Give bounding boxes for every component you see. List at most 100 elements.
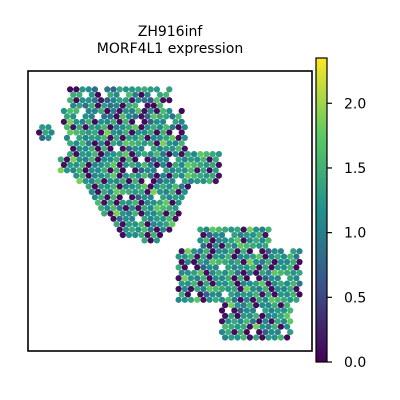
expression-spot	[228, 323, 235, 330]
expression-spot	[231, 329, 238, 336]
expression-spot	[184, 291, 191, 298]
expression-spot	[194, 285, 201, 293]
expression-spot	[141, 129, 148, 136]
expression-spot	[166, 172, 173, 179]
expression-spot	[225, 285, 232, 293]
expression-spot	[60, 107, 67, 115]
expression-spot	[70, 167, 77, 174]
expression-spot	[166, 86, 173, 93]
expression-spot	[290, 248, 297, 255]
expression-spot	[156, 199, 164, 206]
expression-spot	[132, 199, 139, 206]
expression-spot	[98, 151, 105, 158]
expression-spot	[138, 167, 145, 174]
expression-spot	[85, 129, 92, 136]
expression-spot	[147, 237, 154, 244]
expression-spot	[268, 285, 275, 293]
expression-spot	[132, 221, 139, 228]
expression-spot	[256, 275, 263, 282]
expression-spot	[132, 113, 139, 120]
expression-spot	[262, 242, 269, 249]
colorbar-tick-label: 1.0	[344, 226, 366, 242]
expression-spot	[91, 161, 98, 168]
expression-spot	[280, 253, 288, 260]
expression-spot	[203, 269, 210, 276]
expression-spot	[166, 97, 173, 104]
expression-spot	[265, 237, 272, 244]
expression-spot	[150, 199, 157, 206]
expression-spot	[277, 291, 284, 298]
expression-spot	[107, 199, 114, 206]
expression-spot	[147, 215, 154, 222]
expression-spot	[240, 269, 247, 276]
expression-spot	[138, 134, 145, 141]
expression-spot	[153, 97, 160, 104]
expression-spot	[150, 167, 157, 174]
expression-spot	[67, 97, 74, 104]
expression-spot	[144, 221, 151, 228]
expression-spot	[113, 188, 120, 195]
expression-spot	[98, 140, 105, 147]
expression-spot	[116, 140, 123, 147]
expression-spot	[225, 253, 232, 260]
expression-spot	[160, 107, 167, 115]
expression-spot	[144, 210, 151, 217]
expression-spot	[101, 134, 108, 141]
expression-spot	[274, 253, 281, 260]
expression-spot	[271, 302, 278, 309]
expression-spot	[225, 242, 232, 249]
expression-spot	[119, 113, 126, 120]
expression-spot	[187, 178, 195, 185]
expression-spot	[85, 86, 92, 93]
expression-spot	[48, 129, 55, 136]
expression-spot	[206, 253, 213, 260]
expression-spot	[85, 140, 92, 147]
expression-spot	[243, 275, 250, 282]
expression-spot	[110, 118, 117, 125]
expression-spot	[175, 285, 182, 293]
expression-spot	[119, 221, 126, 228]
expression-spot	[268, 275, 275, 282]
expression-spot	[163, 134, 170, 141]
expression-spot	[101, 156, 108, 163]
expression-spot	[178, 129, 185, 136]
expression-spot	[215, 291, 222, 298]
expression-spot	[256, 253, 263, 260]
expression-spot	[259, 248, 266, 255]
expression-spot	[160, 205, 167, 212]
expression-spot	[125, 124, 133, 131]
expression-spot	[249, 307, 257, 314]
expression-spot	[113, 167, 120, 174]
expression-spot	[76, 156, 83, 163]
expression-spot	[228, 226, 235, 233]
expression-spot	[113, 210, 120, 217]
expression-spot	[144, 199, 151, 206]
expression-spot	[122, 151, 129, 158]
expression-spot	[160, 140, 167, 147]
expression-spot	[153, 172, 160, 179]
expression-spot	[215, 151, 222, 158]
expression-spot	[101, 113, 108, 120]
expression-spot	[160, 183, 167, 190]
expression-spot	[156, 221, 164, 228]
expression-spot	[271, 258, 278, 266]
expression-spot	[234, 248, 241, 255]
expression-spot	[138, 231, 145, 239]
expression-spot	[135, 129, 142, 136]
expression-spot	[70, 113, 77, 120]
expression-spot	[277, 248, 284, 255]
expression-spot	[147, 183, 154, 190]
expression-spot	[79, 161, 86, 168]
expression-spot	[132, 167, 139, 174]
expression-spot	[203, 248, 210, 255]
expression-spot	[178, 258, 185, 266]
expression-spot	[141, 107, 148, 115]
expression-spot	[172, 151, 179, 158]
expression-spot	[237, 307, 244, 314]
expression-spot	[246, 226, 253, 233]
expression-spot	[212, 156, 219, 163]
expression-spot	[169, 167, 176, 174]
expression-spot	[94, 199, 102, 206]
expression-spot	[122, 118, 129, 125]
expression-spot	[203, 237, 210, 244]
